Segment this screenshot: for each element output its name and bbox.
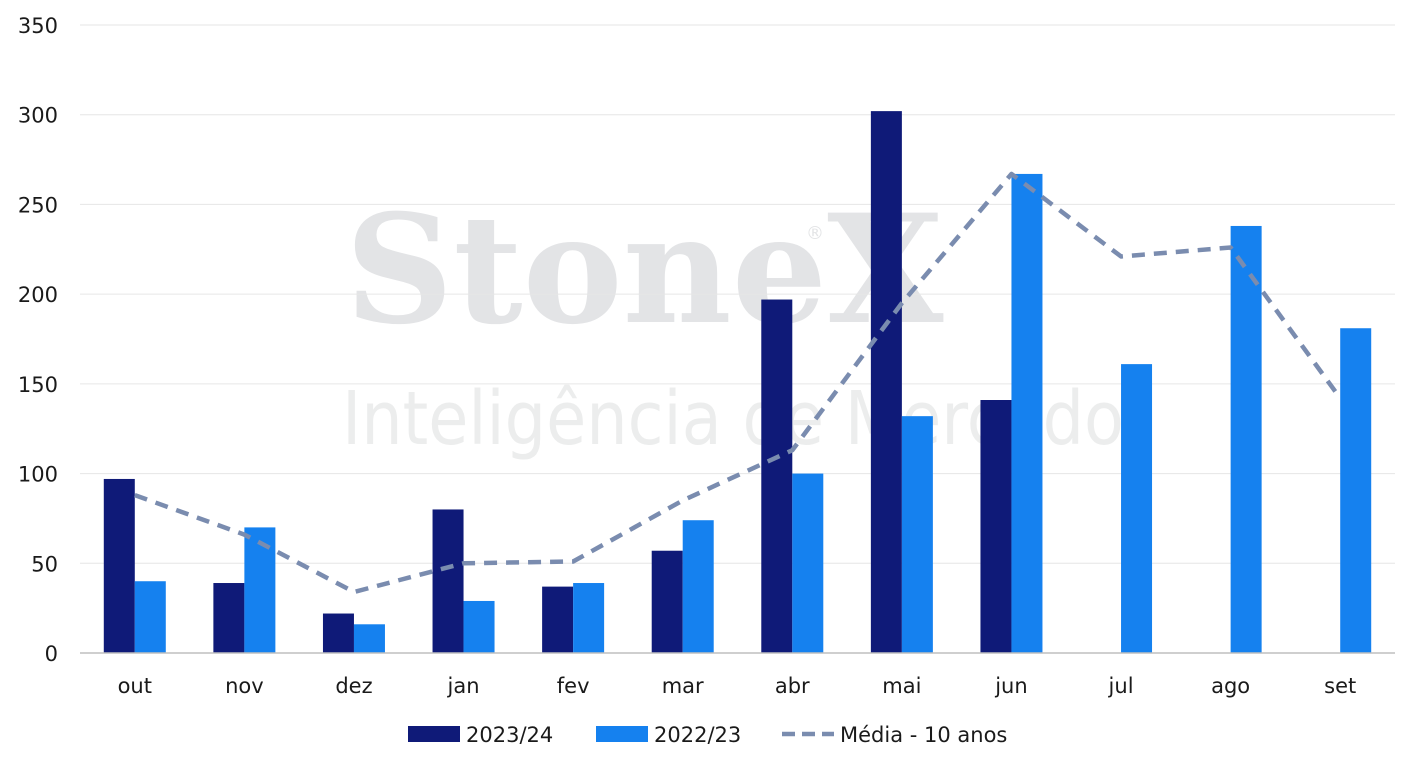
bar-series-1: [870, 111, 902, 653]
y-tick-label: 200: [18, 283, 58, 307]
bar-series-1: [761, 299, 793, 653]
x-tick-label: set: [1324, 674, 1356, 698]
watermark-brand: StoneX: [345, 182, 944, 358]
bar-series-1: [980, 400, 1012, 653]
x-tick-label: dez: [335, 674, 372, 698]
x-tick-label: abr: [775, 674, 810, 698]
y-tick-label: 150: [18, 373, 58, 397]
legend-swatch: [408, 726, 460, 742]
bar-series-2: [573, 583, 605, 653]
legend-swatch: [596, 726, 648, 742]
bar-series-2: [1230, 225, 1262, 653]
watermark-registered-mark: ®: [806, 223, 824, 244]
y-tick-label: 300: [18, 104, 58, 128]
bar-series-1: [103, 478, 135, 653]
bar-series-1: [542, 586, 574, 653]
bar-series-2: [1340, 328, 1372, 653]
y-axis: 0 50 100 150 200 250 300 350: [18, 14, 58, 666]
x-tick-label: nov: [225, 674, 264, 698]
x-axis: out nov dez jan fev mar abr mai jun jul ago set: [80, 652, 1395, 698]
y-tick-label: 100: [18, 463, 58, 487]
legend-label: 2023/24: [466, 723, 553, 747]
x-tick-label: mar: [662, 674, 704, 698]
bar-series-2: [463, 600, 495, 653]
bar-series-2: [1121, 364, 1153, 653]
bar-series-2: [1011, 173, 1043, 653]
y-tick-label: 0: [45, 642, 58, 666]
gridlines: [80, 24, 1395, 564]
average-line: [134, 171, 1343, 595]
y-tick-label: 250: [18, 193, 58, 217]
legend-label: 2022/23: [654, 723, 741, 747]
x-tick-label: jun: [994, 674, 1027, 698]
watermark: StoneX ® Inteligência de Mercado: [342, 182, 1124, 462]
x-tick-label: ago: [1211, 674, 1250, 698]
x-tick-label: fev: [557, 674, 590, 698]
legend-label: Média - 10 anos: [840, 723, 1007, 747]
bar-series-1: [432, 509, 464, 653]
y-tick-label: 50: [31, 552, 58, 576]
x-tick-label: mai: [882, 674, 921, 698]
average-series-line: [134, 171, 1343, 595]
legend: 2023/24 2022/23 Média - 10 anos: [408, 723, 1007, 747]
bar-series-2: [792, 473, 824, 653]
bar-series-2: [682, 520, 714, 653]
x-tick-label: out: [118, 674, 152, 698]
y-tick-label: 350: [18, 14, 58, 38]
bar-series-2: [353, 624, 385, 653]
bar-series-2: [901, 416, 933, 653]
bar-series-1: [213, 583, 245, 653]
bar-series-2: [134, 581, 166, 653]
bar-series-1: [322, 613, 354, 653]
bar-series-2: [244, 527, 276, 653]
x-tick-label: jan: [447, 674, 480, 698]
bars: [103, 111, 1372, 653]
bar-series-1: [651, 550, 683, 653]
x-tick-label: jul: [1108, 674, 1134, 698]
